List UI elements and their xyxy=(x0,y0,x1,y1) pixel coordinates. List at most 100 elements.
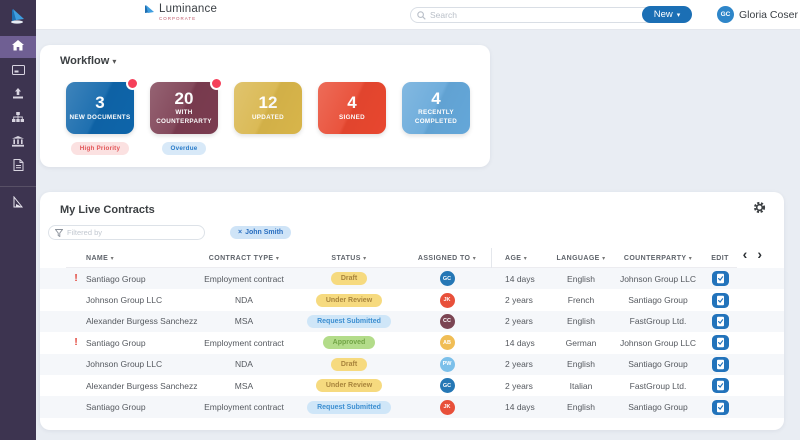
sidebar-item-documents[interactable] xyxy=(0,156,36,178)
edit-document-icon xyxy=(711,399,729,415)
workflow-card-recently-completed[interactable]: 4 RECENTLY COMPLETED xyxy=(402,82,470,134)
status-badge: Approved xyxy=(322,336,376,350)
column-header-age[interactable]: AGE ▾ xyxy=(505,255,528,262)
table-row[interactable]: Santiago Group Employment contract Request… xyxy=(40,396,784,418)
brand-subtitle: CORPORATE xyxy=(159,15,197,21)
assignee-avatar[interactable]: GC xyxy=(439,271,455,287)
document-icon xyxy=(13,158,24,176)
pagination: ‹ › xyxy=(743,247,762,261)
workflow-title[interactable]: Workflow ▾ xyxy=(60,55,117,67)
workflow-card-updated[interactable]: 12 UPDATED xyxy=(234,82,302,134)
card-count: 12 xyxy=(258,92,278,112)
cell-age: 2 years xyxy=(505,316,533,327)
column-header-edit[interactable]: EDIT xyxy=(711,255,729,262)
sidebar-item-upload[interactable] xyxy=(0,84,36,106)
cell-age: 14 days xyxy=(505,337,535,348)
edit-document-icon xyxy=(711,378,729,394)
column-header-assigned-to[interactable]: ASSIGNED TO ▾ xyxy=(417,255,477,262)
new-button[interactable]: New ▾ xyxy=(642,6,692,23)
sidebar-item-institution[interactable] xyxy=(0,132,36,154)
brand-logo: Luminance CORPORATE xyxy=(144,3,217,21)
assignee-avatar[interactable]: JK xyxy=(439,399,455,415)
assignee-avatar[interactable]: AB xyxy=(439,335,455,351)
cell-age: 14 days xyxy=(505,273,535,284)
edit-button[interactable] xyxy=(711,271,729,287)
card-badge-overdue: Overdue xyxy=(161,142,207,155)
bank-icon xyxy=(12,134,24,152)
remove-filter-icon[interactable]: × xyxy=(238,229,243,236)
table-row[interactable]: Johnson Group LLC NDA Under Review JK 2 year… xyxy=(40,289,784,310)
sidebar-item-home[interactable] xyxy=(0,36,36,58)
table-row[interactable]: Johnson Group LLC NDA Draft PW 2 years Englis… xyxy=(40,353,784,375)
filter-input[interactable] xyxy=(67,228,198,237)
edit-button[interactable] xyxy=(711,399,729,415)
workflow-card-column: 12 UPDATED xyxy=(234,82,302,134)
workflow-card-new-documents[interactable]: 3 NEW DOCUMENTS xyxy=(66,77,139,134)
cell-counterparty: Santiago Group xyxy=(628,295,688,306)
edit-button[interactable] xyxy=(711,292,729,308)
user-menu[interactable]: GC Gloria Coser xyxy=(717,6,798,23)
sidebar-item-sail[interactable] xyxy=(0,195,36,217)
edit-button[interactable] xyxy=(711,378,729,394)
filter-chip-john-smith[interactable]: × John Smith xyxy=(230,226,292,239)
card-count: 3 xyxy=(95,92,105,112)
card-label: WITH COUNTERPARTY xyxy=(156,109,212,125)
column-header-counterparty[interactable]: COUNTERPARTY ▾ xyxy=(623,255,693,262)
sort-caret-icon: ▾ xyxy=(472,256,477,262)
sort-caret-icon: ▾ xyxy=(275,256,280,262)
assignee-avatar[interactable]: CC xyxy=(439,313,455,329)
column-header-status[interactable]: STATUS ▾ xyxy=(331,255,367,262)
home-icon xyxy=(12,38,24,56)
settings-button[interactable] xyxy=(753,201,766,219)
card-label: NEW DOCUMENTS xyxy=(69,113,131,121)
chevron-left-icon[interactable]: ‹ xyxy=(742,246,748,262)
assignee-avatar[interactable]: PW xyxy=(439,356,455,372)
search-input[interactable] xyxy=(430,10,663,20)
cell-language: English xyxy=(567,402,595,413)
global-search[interactable] xyxy=(410,7,670,23)
card-count: 20 xyxy=(174,88,194,108)
workflow-card-signed[interactable]: 4 SIGNED xyxy=(318,82,386,134)
column-header-language[interactable]: LANGUAGE ▾ xyxy=(556,255,606,262)
workflow-cards: 3 NEW DOCUMENTS High Priority 20 WITH COUNTE… xyxy=(66,77,470,155)
card-count: 4 xyxy=(347,92,357,112)
cell-contract-type: Employment contract xyxy=(204,337,284,348)
hierarchy-icon xyxy=(12,110,24,128)
sidebar-nav xyxy=(0,36,36,178)
sidebar-item-panel[interactable] xyxy=(0,60,36,82)
workflow-card-column: 4 SIGNED xyxy=(318,82,386,134)
cell-language: English xyxy=(567,359,595,370)
chevron-right-icon[interactable]: › xyxy=(757,246,762,262)
card-label: SIGNED xyxy=(339,113,365,121)
assignee-avatar[interactable]: JK xyxy=(439,292,455,308)
edit-button[interactable] xyxy=(711,335,729,351)
edit-button[interactable] xyxy=(711,356,729,372)
column-header-name[interactable]: NAME ▾ xyxy=(86,255,114,262)
cell-counterparty: Santiago Group xyxy=(628,402,688,413)
cell-counterparty: FastGroup Ltd. xyxy=(629,380,687,391)
topbar: Luminance CORPORATE New ▾ GC Gloria Cose… xyxy=(36,0,800,30)
table-row[interactable]: Alexander Burgess Sanchezz MSA Request Sub… xyxy=(40,310,784,333)
filter-input-wrap[interactable] xyxy=(48,225,205,240)
cell-contract-type: Employment contract xyxy=(204,402,284,413)
workflow-card-with-counterparty[interactable]: 20 WITH COUNTERPARTY xyxy=(150,77,223,134)
column-header-contract-type[interactable]: CONTRACT TYPE ▾ xyxy=(208,255,280,262)
sort-caret-icon: ▾ xyxy=(523,256,528,262)
urgent-icon: ! xyxy=(74,273,78,285)
cell-language: English xyxy=(567,273,595,284)
notification-dot xyxy=(210,77,223,90)
chevron-down-icon: ▾ xyxy=(112,57,117,66)
brand-sail-icon xyxy=(145,5,154,13)
upload-icon xyxy=(12,86,24,104)
status-badge: Request Submitted xyxy=(307,314,391,328)
table-row[interactable]: Alexander Burgess Sanchezz MSA Under Revie… xyxy=(40,375,784,396)
assignee-avatar[interactable]: GC xyxy=(439,378,455,394)
table-row[interactable]: ! Santiago Group Employment contract Draft G… xyxy=(40,268,784,290)
card-label: UPDATED xyxy=(251,113,285,121)
workflow-card-column: 4 RECENTLY COMPLETED xyxy=(402,82,470,134)
edit-button[interactable] xyxy=(711,313,729,329)
edit-document-icon xyxy=(711,292,729,308)
table-row[interactable]: ! Santiago Group Employment contract Approv… xyxy=(40,332,784,353)
sidebar-item-hierarchy[interactable] xyxy=(0,108,36,130)
sidebar xyxy=(0,0,36,440)
